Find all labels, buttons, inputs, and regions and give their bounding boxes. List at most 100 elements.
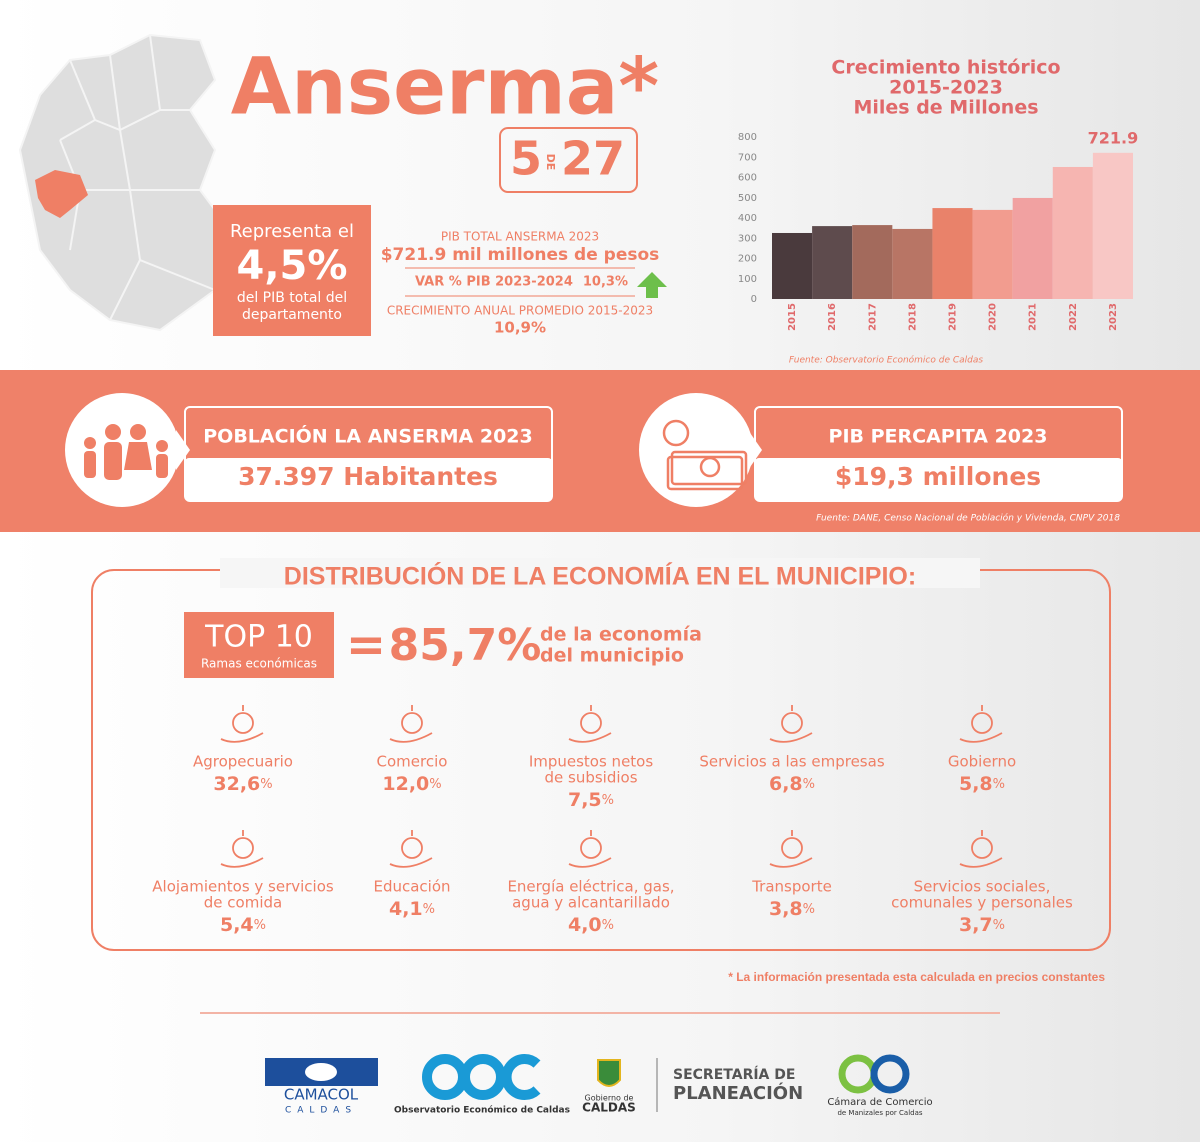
data-label: 721.9	[1088, 128, 1139, 147]
sector-value-unit: %	[429, 777, 441, 792]
x-tick-label: 2017	[867, 303, 878, 331]
rank: 5	[510, 132, 542, 186]
top-share: 85,7%	[389, 620, 542, 671]
gobierno-name: CALDAS	[582, 1101, 636, 1115]
stat-title: POBLACIÓN LA ANSERMA 2023	[203, 424, 533, 448]
y-tick-label: 100	[738, 274, 757, 285]
icon-shape	[781, 837, 803, 859]
heading-mask	[220, 558, 980, 588]
sector-value: 3,8%	[769, 898, 815, 920]
sector-value-number: 5,4	[220, 914, 254, 936]
sector-value-unit: %	[993, 777, 1005, 792]
sector-value-unit: %	[602, 793, 614, 808]
secretaria-label: SECRETARÍA DE	[673, 1066, 795, 1083]
sector-icon	[389, 830, 433, 868]
share-value: 4,5%	[237, 243, 348, 289]
chart-source: Fuente: Observatorio Económico de Caldas	[789, 355, 983, 366]
sector-name: comunales y personales	[891, 894, 1073, 912]
sectors: Agropecuario 32,6% Comercio 12,0% Impuestos …	[152, 705, 1073, 936]
icon-hand	[959, 857, 1003, 868]
rank-total: 27	[561, 132, 625, 186]
sector-name: de subsidios	[544, 769, 637, 787]
y-tick-label: 600	[738, 173, 757, 184]
bar	[932, 208, 973, 299]
money-icon	[662, 419, 748, 491]
share-box	[213, 205, 371, 336]
icon-hand	[568, 857, 612, 868]
stat-title: PIB PERCAPITA 2023	[829, 426, 1048, 448]
top-subtitle: Ramas económicas	[201, 657, 317, 671]
x-tick-label: 2019	[948, 303, 959, 331]
y-tick-label: 200	[738, 254, 757, 265]
bar	[812, 226, 853, 299]
footnote: * La información presentada esta calcula…	[728, 970, 1105, 984]
caldas-shield	[597, 1059, 621, 1087]
x-tick-label: 2021	[1028, 303, 1039, 331]
oec-logo	[422, 1054, 541, 1100]
bar	[772, 232, 813, 299]
chart-title: Miles de Millones	[853, 97, 1038, 119]
sector-value: 12,0%	[382, 773, 441, 795]
camara-name: Cámara de Comercio	[827, 1096, 932, 1108]
stat-box-value	[185, 458, 552, 501]
bar	[1092, 152, 1133, 299]
icon-hand	[568, 732, 612, 743]
pointer	[176, 430, 190, 470]
sector-name: de comida	[204, 894, 282, 912]
growth-label: CRECIMIENTO ANUAL PROMEDIO 2015-2023	[387, 304, 653, 318]
icon-shape	[971, 712, 993, 734]
stat-value: 37.397 Habitantes	[238, 462, 498, 491]
sector-value-number: 32,6	[213, 773, 260, 795]
var-value: 10,3%	[583, 275, 628, 290]
stats-source: Fuente: DANE, Censo Nacional de Població…	[816, 513, 1120, 524]
sector-name: Servicios sociales,	[914, 878, 1051, 896]
x-tick-label: 2020	[988, 303, 999, 331]
icon-hand	[389, 732, 433, 743]
icon-shape	[971, 837, 993, 859]
y-tick-label: 700	[738, 152, 757, 163]
icon-hand	[389, 857, 433, 868]
oec-name: Observatorio Económico de Caldas	[394, 1105, 570, 1116]
sector-icon	[769, 705, 813, 743]
icon-shape	[401, 837, 423, 859]
sector-icon	[769, 830, 813, 868]
icon-shape	[232, 837, 254, 859]
x-tick-label: 2015	[787, 303, 798, 331]
x-tick-label: 2023	[1108, 303, 1119, 331]
icon-hand	[220, 857, 264, 868]
icon-shape	[232, 712, 254, 734]
sector-value: 32,6%	[213, 773, 272, 795]
pointer	[748, 430, 762, 470]
rank-of: DE	[544, 154, 557, 171]
sector-name: Energía eléctrica, gas,	[507, 878, 674, 896]
sector-icon	[568, 705, 612, 743]
top-share-text: de la economía	[540, 624, 702, 646]
rank-box	[499, 127, 638, 193]
camara-logo	[870, 1054, 910, 1094]
bar	[1052, 166, 1093, 299]
sector-icon	[959, 830, 1003, 868]
secretaria-name: PLANEACIÓN	[673, 1082, 803, 1104]
x-tick-label: 2022	[1068, 303, 1079, 331]
sector-name: Educación	[373, 878, 450, 896]
share-lead: Representa el	[230, 221, 354, 242]
stat-value: $19,3 millones	[835, 462, 1041, 491]
y-tick-label: 800	[738, 132, 757, 143]
sector-value-unit: %	[803, 777, 815, 792]
sector-value: 5,4%	[220, 914, 266, 936]
sector-value-unit: %	[993, 918, 1005, 933]
sector-value-number: 12,0	[382, 773, 429, 795]
equals: =	[346, 617, 386, 673]
share-line: departamento	[242, 307, 342, 323]
icon-hand	[220, 732, 264, 743]
sector-value-unit: %	[803, 902, 815, 917]
bar	[892, 228, 933, 299]
map-highlight	[35, 170, 88, 218]
sector-name: Comercio	[377, 753, 448, 771]
icon-hand	[769, 857, 813, 868]
sector-name: Impuestos netos	[529, 753, 654, 771]
y-tick-label: 500	[738, 193, 757, 204]
top-title: TOP 10	[204, 620, 313, 655]
